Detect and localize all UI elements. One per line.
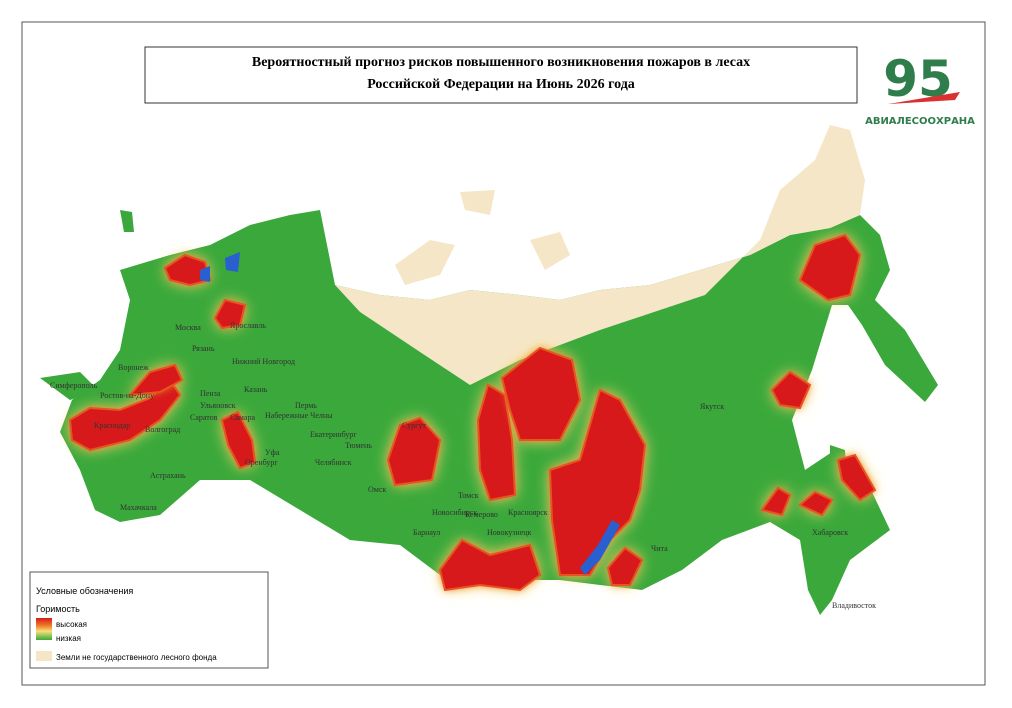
title: Вероятностный прогноз рисков повышенного… xyxy=(252,55,750,70)
city-label: Москва xyxy=(175,323,201,332)
legend-swatch xyxy=(36,651,52,661)
risk-high xyxy=(386,416,442,487)
city-label: Набережные Челны xyxy=(265,411,333,420)
lakes xyxy=(200,252,620,575)
city-label: Самара xyxy=(230,413,255,422)
city-label: Пенза xyxy=(200,389,221,398)
logo-plane xyxy=(888,92,960,104)
lake xyxy=(200,266,210,282)
city-label: Хабаровск xyxy=(812,528,848,537)
city-label: Новосибирск xyxy=(432,508,477,517)
risk-high xyxy=(500,346,582,441)
risk-high xyxy=(760,486,792,517)
city-label: Нижний Новгород xyxy=(232,357,295,366)
risk-high xyxy=(606,546,644,586)
city-label: Сургут xyxy=(402,421,426,430)
risk-high xyxy=(220,410,257,470)
lake xyxy=(225,252,240,272)
cities: Москва Рязань Ярославль Нижний Новгород Воро… xyxy=(50,321,876,610)
legend-subtitle: Горимость xyxy=(36,604,80,614)
legend-box xyxy=(29,571,269,669)
city-label: Тюмень xyxy=(345,441,372,450)
legend-title: Условные обозначения xyxy=(36,586,133,596)
legend: Условные обозначения Горимость высокая н… xyxy=(29,571,269,669)
risk-high xyxy=(836,453,877,502)
non-forest xyxy=(335,125,865,385)
logo: 95 АВИАЛЕСООХРАНА xyxy=(865,50,975,127)
city-label: Волгоград xyxy=(145,425,180,434)
legend-label: низкая xyxy=(56,634,81,643)
legend-swatch xyxy=(36,618,52,640)
risk-high xyxy=(770,370,812,410)
logo-name: АВИАЛЕСООХРАНА xyxy=(865,116,975,127)
risk-high xyxy=(127,363,184,397)
crimea xyxy=(40,372,98,400)
city-label: Кемерово xyxy=(465,510,498,519)
baikal xyxy=(580,520,620,575)
city-label: Воронеж xyxy=(118,363,149,372)
city-label: Ярославль xyxy=(230,321,266,330)
city-label: Владивосток xyxy=(832,601,876,610)
city-label: Симферополь xyxy=(50,381,98,390)
city-label: Краснодар xyxy=(94,421,130,430)
risk-high xyxy=(548,388,647,576)
city-label: Челябинск xyxy=(315,458,352,467)
city-label: Саратов xyxy=(190,413,218,422)
city-label: Ростов-на-Дону xyxy=(100,391,154,400)
non-forest xyxy=(530,232,570,270)
legend-label: Земли не государственного лесного фонда xyxy=(56,653,217,662)
city-label: Рязань xyxy=(192,344,215,353)
city-label: Барнаул xyxy=(413,528,440,537)
city-label: Томск xyxy=(458,491,479,500)
city-label: Казань xyxy=(244,385,268,394)
city-label: Омск xyxy=(368,485,386,494)
city-label: Уфа xyxy=(265,448,280,457)
risk-high xyxy=(798,233,862,302)
risk-high xyxy=(798,490,834,517)
city-label: Астрахань xyxy=(150,471,186,480)
city-label: Красноярск xyxy=(508,508,548,517)
legend-label: высокая xyxy=(56,620,87,629)
city-label: Екатеринбург xyxy=(310,430,357,439)
island xyxy=(120,210,134,232)
risk-zones xyxy=(68,233,877,592)
city-label: Якутск xyxy=(700,402,724,411)
non-forest xyxy=(460,190,495,215)
city-label: Оренбург xyxy=(245,458,278,467)
risk-high xyxy=(476,383,517,502)
non-forest xyxy=(395,240,455,285)
city-label: Новокузнецк xyxy=(487,528,532,537)
city-label: Чита xyxy=(651,544,668,553)
title: Российской Федерации на Июнь 2026 года xyxy=(367,77,635,92)
risk-high xyxy=(213,298,247,330)
city-label: Пермь xyxy=(295,401,317,410)
city-label: Махачкала xyxy=(120,503,157,512)
title-box xyxy=(144,46,858,104)
city-label: Ульяновск xyxy=(200,401,236,410)
risk-high xyxy=(68,378,182,452)
risk-high xyxy=(438,538,542,592)
